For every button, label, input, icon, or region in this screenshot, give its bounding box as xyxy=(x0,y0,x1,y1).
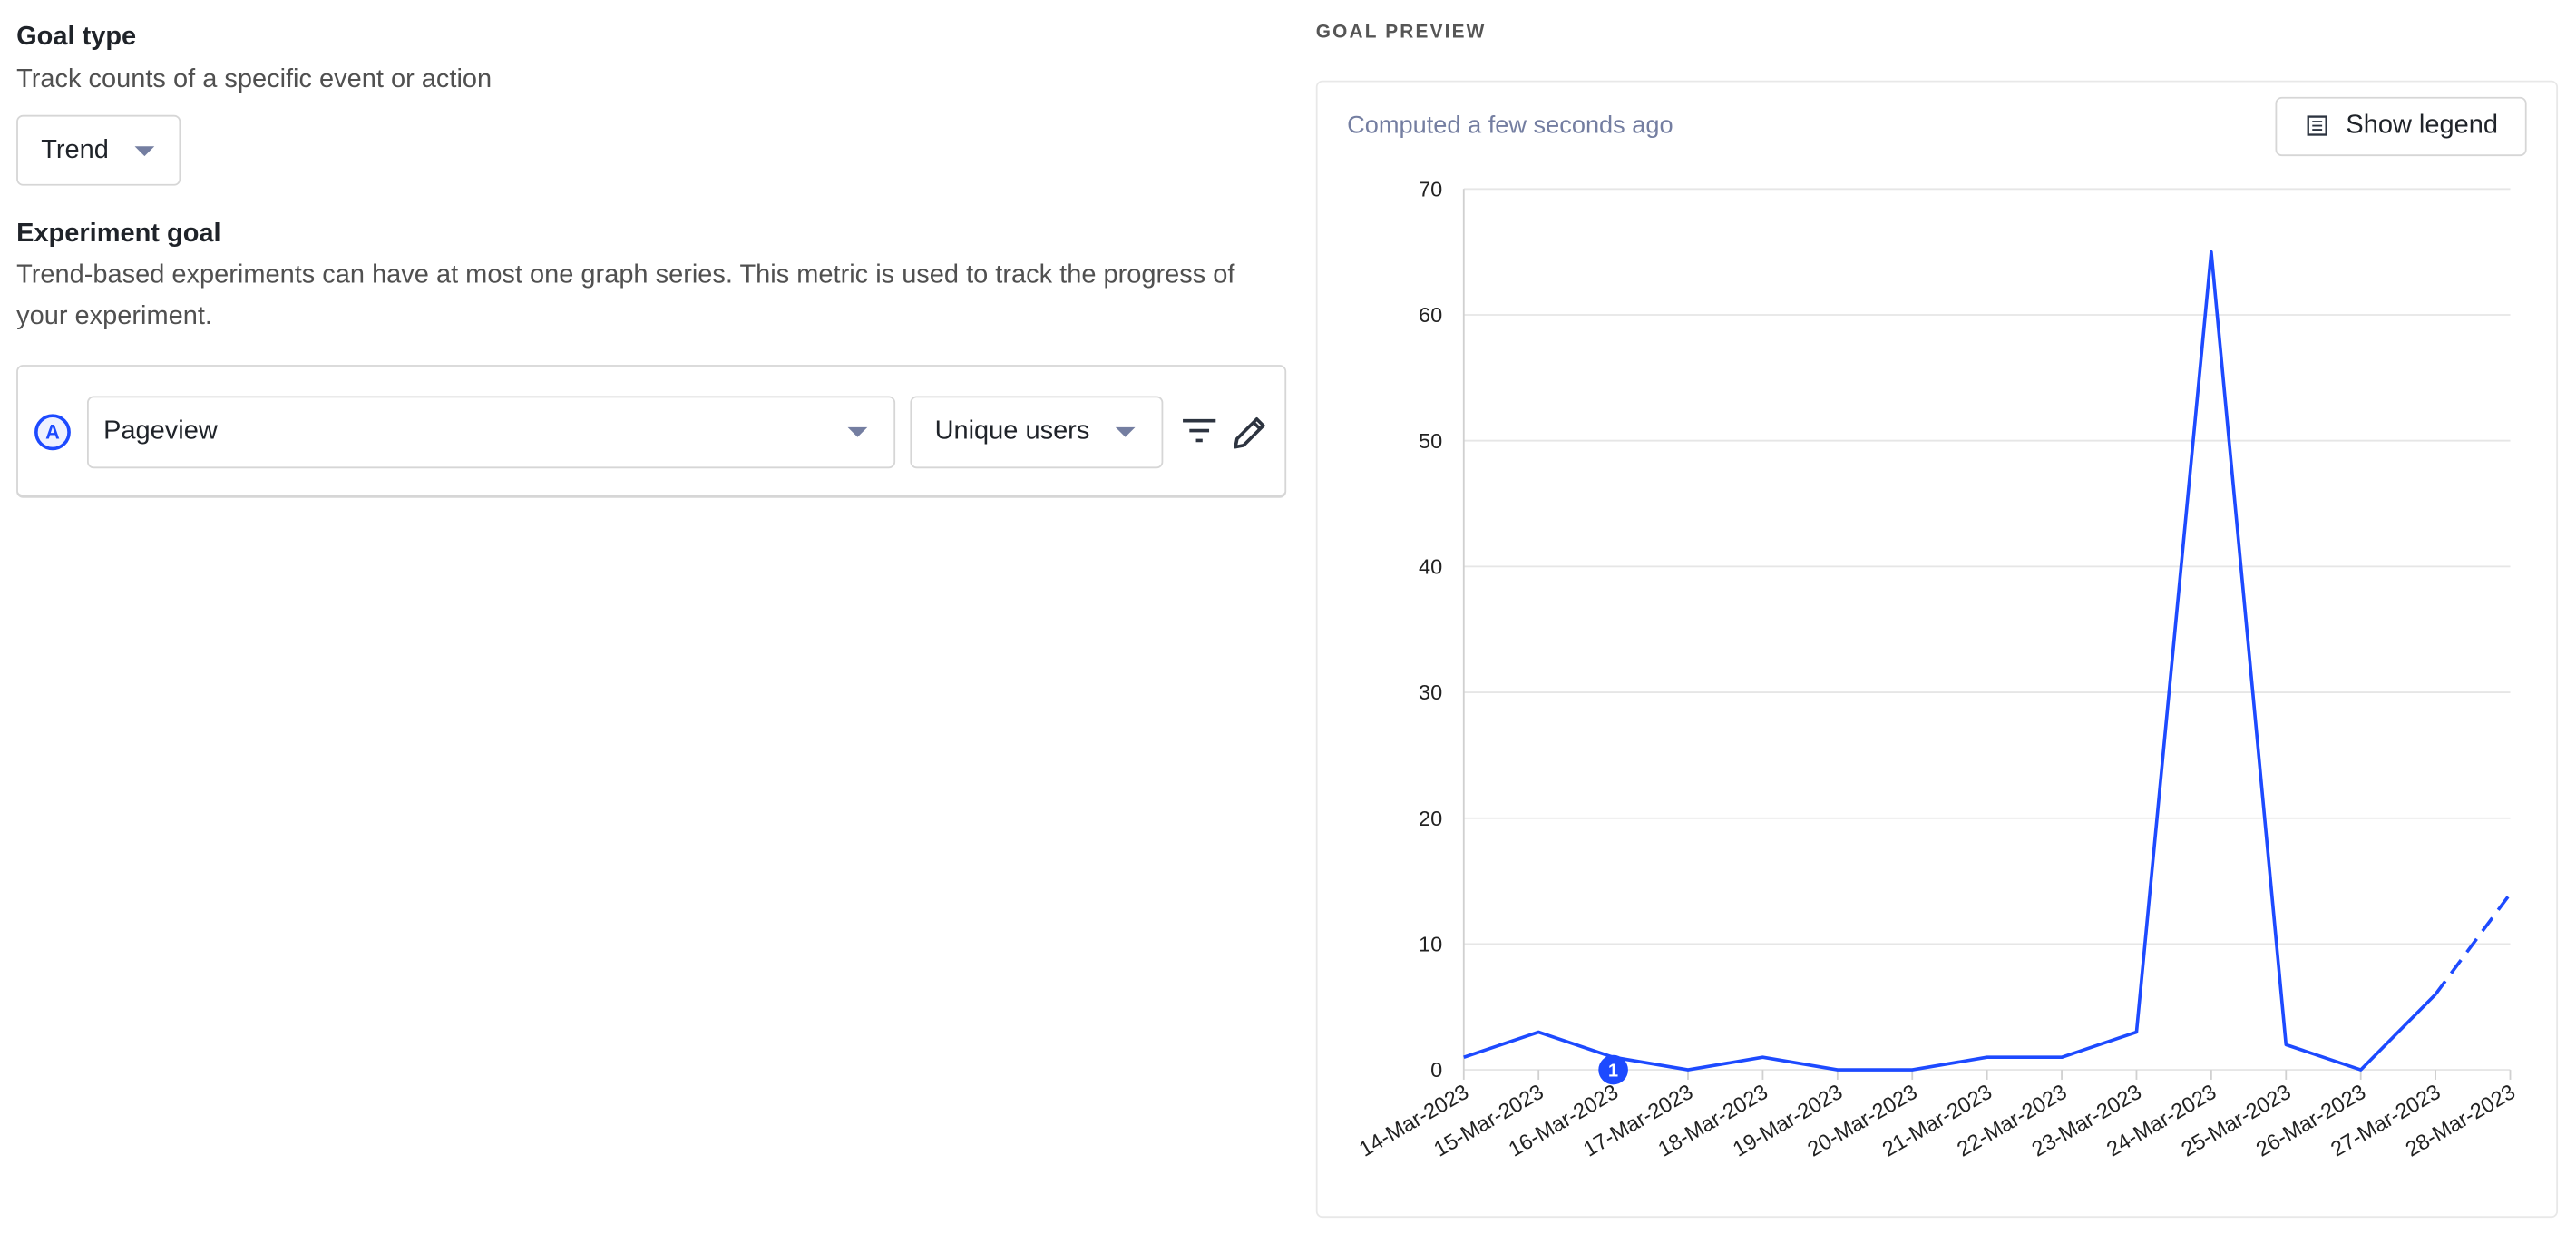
preview-heading: GOAL PREVIEW xyxy=(1315,23,1487,44)
y-tick-label: 20 xyxy=(1419,807,1442,830)
y-tick-label: 50 xyxy=(1419,429,1442,453)
y-tick-label: 70 xyxy=(1419,177,1442,201)
line-series-incomplete xyxy=(2434,892,2512,995)
line-series xyxy=(1463,250,2437,1072)
goal-type-description: Track counts of a specific event or acti… xyxy=(16,65,493,94)
legend-icon xyxy=(2307,115,2327,136)
caret xyxy=(1115,426,1136,437)
event-select[interactable]: Pageview xyxy=(86,396,896,469)
y-tick-label: 40 xyxy=(1419,554,1442,578)
show-legend-label: Show legend xyxy=(2346,112,2498,140)
filter-icon[interactable] xyxy=(1179,413,1218,452)
y-tick-label: 30 xyxy=(1419,681,1442,704)
aggregation-value: Unique users xyxy=(934,417,1090,446)
y-tick-label: 60 xyxy=(1419,303,1442,327)
caret xyxy=(134,145,155,156)
event-value: Pageview xyxy=(103,417,218,446)
show-legend-button[interactable]: Show legend xyxy=(2275,96,2527,157)
series-letter: A xyxy=(34,414,71,451)
annotation-badge[interactable]: 1 xyxy=(1598,1054,1628,1085)
goal-type-title: Goal type xyxy=(16,23,137,52)
series-row: A Pageview Unique users xyxy=(16,365,1287,498)
preview-card: Computed a few seconds ago Show legend 0… xyxy=(1315,80,2559,1219)
y-tick-label: 0 xyxy=(1430,1058,1442,1082)
caret xyxy=(847,426,868,437)
goal-type-select[interactable]: Trend xyxy=(16,114,181,186)
computed-text: Computed a few seconds ago xyxy=(1347,112,1673,140)
experiment-goal-title: Experiment goal xyxy=(16,220,221,249)
y-tick-label: 10 xyxy=(1419,933,1442,956)
experiment-goal-description: Trend-based experiments can have at most… xyxy=(16,260,1235,331)
aggregation-select[interactable]: Unique users xyxy=(910,396,1164,469)
goal-type-value: Trend xyxy=(41,135,109,164)
annotation-label: 1 xyxy=(1608,1061,1618,1081)
edit-icon[interactable] xyxy=(1229,411,1272,454)
annotation-circle xyxy=(1598,1054,1628,1085)
chart: 01020304050607014-Mar-202315-Mar-202316-… xyxy=(1355,177,2519,1161)
